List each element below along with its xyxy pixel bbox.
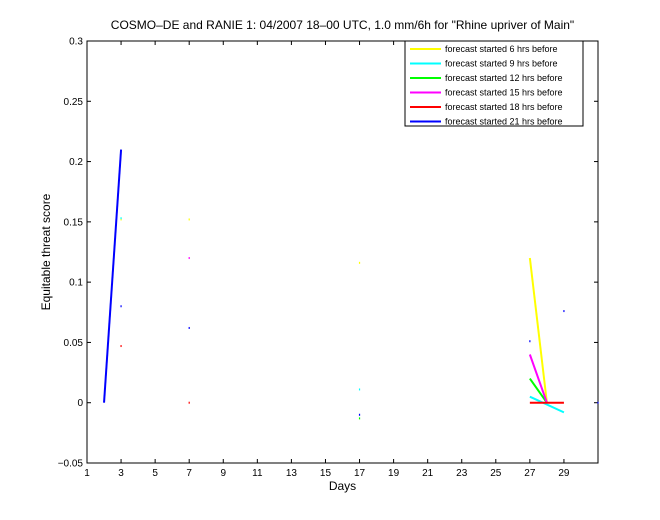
legend-item-label: forecast started 15 hrs before — [445, 88, 563, 98]
x-tick-label: 29 — [558, 468, 570, 479]
y-tick-label: −0.05 — [58, 459, 84, 470]
series-3 — [358, 378, 548, 420]
y-tick-label: 0.25 — [64, 97, 84, 108]
series-line — [528, 257, 548, 403]
legend-item-label: forecast started 9 hrs before — [445, 59, 558, 69]
series-6 — [103, 149, 599, 416]
x-tick-label: 21 — [422, 468, 434, 479]
legend-box — [404, 40, 584, 127]
x-tick-label: 7 — [186, 468, 192, 479]
x-tick-label: 25 — [490, 468, 502, 479]
legend-item-label: forecast started 12 hrs before — [445, 73, 563, 83]
y-tick-label: 0.15 — [64, 217, 84, 228]
x-tick-label: 3 — [118, 468, 124, 479]
x-tick-label: 9 — [220, 468, 226, 479]
y-tick-label: 0.1 — [69, 278, 83, 289]
x-tick-label: 15 — [320, 468, 332, 479]
series-4 — [188, 257, 548, 404]
series-line — [529, 395, 565, 414]
series-2 — [120, 217, 565, 414]
x-tick-label: 11 — [252, 468, 263, 479]
x-tick-label: 5 — [152, 468, 158, 479]
y-tick-label: 0.2 — [69, 157, 83, 168]
x-tick-label: 23 — [456, 468, 468, 479]
y-tick-label: 0.3 — [69, 37, 83, 48]
series-line — [103, 149, 123, 403]
y-tick-label: 0.05 — [64, 338, 84, 349]
legend: forecast started 6 hrs before forecast st… — [404, 40, 584, 127]
series-5 — [120, 345, 564, 404]
series-line — [528, 354, 548, 404]
chart-title: COSMO–DE and RANIE 1: 04/2007 18–00 UTC,… — [111, 18, 574, 32]
legend-item-label: forecast started 18 hrs before — [445, 102, 563, 112]
y-axis-label: Equitable threat score — [39, 193, 53, 310]
legend-item-label: forecast started 21 hrs before — [445, 117, 563, 127]
series-1 — [120, 218, 548, 403]
legend-item-label: forecast started 6 hrs before — [445, 44, 558, 54]
y-tick-label: 0 — [77, 398, 83, 409]
x-axis-label: Days — [329, 479, 356, 493]
x-tick-label: 1 — [84, 468, 90, 479]
x-tick-label: 17 — [354, 468, 366, 479]
series-line — [529, 378, 548, 404]
x-tick-label: 19 — [388, 468, 400, 479]
x-tick-label: 27 — [524, 468, 536, 479]
x-tick-label: 13 — [286, 468, 298, 479]
axes-box — [86, 40, 599, 464]
